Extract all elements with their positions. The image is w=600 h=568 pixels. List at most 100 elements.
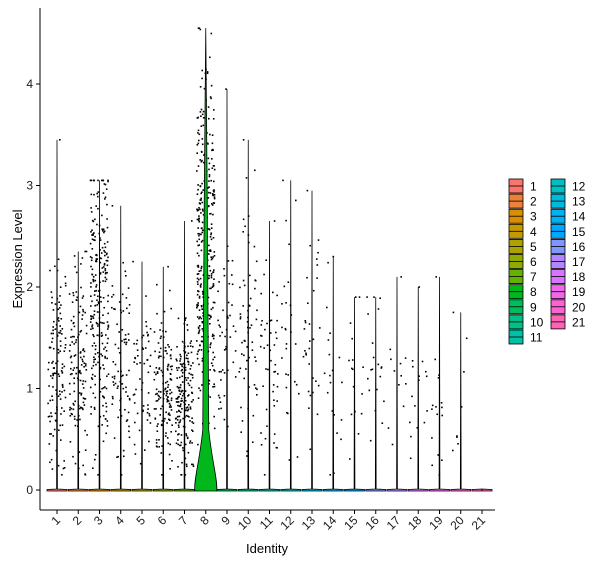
data-point [201,221,204,224]
data-point [243,354,245,357]
data-point [200,108,203,111]
data-point [242,279,245,282]
data-point [198,270,201,272]
data-point [267,368,269,371]
data-point [134,421,136,424]
data-point [147,334,149,337]
legend-item: 5 [508,238,537,254]
data-point [211,134,214,136]
data-point [185,463,188,466]
data-point [187,352,190,355]
data-point [184,443,187,446]
data-point [179,363,182,365]
data-point [210,212,212,215]
data-point [180,400,182,402]
data-point [84,474,87,476]
data-point [212,271,214,274]
data-point [160,355,162,358]
data-point [133,342,135,345]
data-point [155,393,157,396]
legend-item: 3 [508,208,537,224]
data-point [211,335,214,337]
data-point [304,321,307,324]
data-point [187,363,190,366]
data-point [91,234,93,236]
data-point [196,252,199,255]
data-point [198,297,201,299]
x-tick-label: 7 [176,513,191,528]
data-point [155,439,158,441]
data-point [276,400,278,402]
data-point [63,410,65,412]
data-point [269,319,272,322]
data-point [76,296,78,299]
legend-label: 5 [530,240,537,254]
data-point [82,310,85,313]
data-point [64,347,67,349]
data-point [178,415,181,418]
data-point [112,397,114,400]
data-point [256,309,258,312]
data-point [232,361,235,364]
data-point [75,291,78,293]
data-point [336,432,338,434]
data-point [328,353,331,356]
x-tick-label: 19 [426,513,446,533]
data-point [103,367,105,370]
data-point [212,202,215,204]
data-point [199,344,201,347]
data-point [256,394,258,396]
data-point [176,415,179,418]
data-point [266,425,268,427]
data-point [51,395,53,397]
data-point [223,268,225,270]
data-point [212,194,215,197]
data-point [155,373,157,376]
data-point [142,409,144,412]
violin-7 [174,221,195,492]
data-point [210,256,212,258]
data-point [61,328,64,330]
data-point [133,443,136,446]
data-point [169,443,171,446]
data-point [102,280,104,282]
data-point [97,325,99,327]
data-point [197,116,199,119]
data-point [199,199,202,201]
data-point [200,267,203,270]
data-point [50,412,52,414]
data-point [106,241,109,243]
data-point [94,375,96,377]
data-point [201,138,204,140]
data-point [92,280,95,283]
data-point [275,446,278,449]
data-point [81,407,84,410]
data-point [331,410,334,412]
data-point [125,420,128,422]
data-point [159,396,162,399]
data-point [282,179,284,182]
data-point [101,267,104,269]
data-point [200,265,203,268]
violin-9 [216,89,238,492]
data-point [201,305,203,308]
data-point [104,280,107,283]
data-point [239,286,241,289]
data-point [452,449,454,452]
data-point [134,453,137,455]
data-point [210,238,213,241]
data-point [57,308,60,311]
data-point [272,390,274,393]
data-point [212,306,214,309]
data-point [306,276,308,279]
data-point [182,392,185,395]
data-point [147,371,150,374]
data-point [198,309,201,311]
data-point [190,340,192,342]
data-point [381,422,384,424]
data-point [197,129,200,132]
data-point [59,312,62,315]
data-point [208,379,211,382]
data-point [255,318,258,321]
data-point [47,368,50,371]
